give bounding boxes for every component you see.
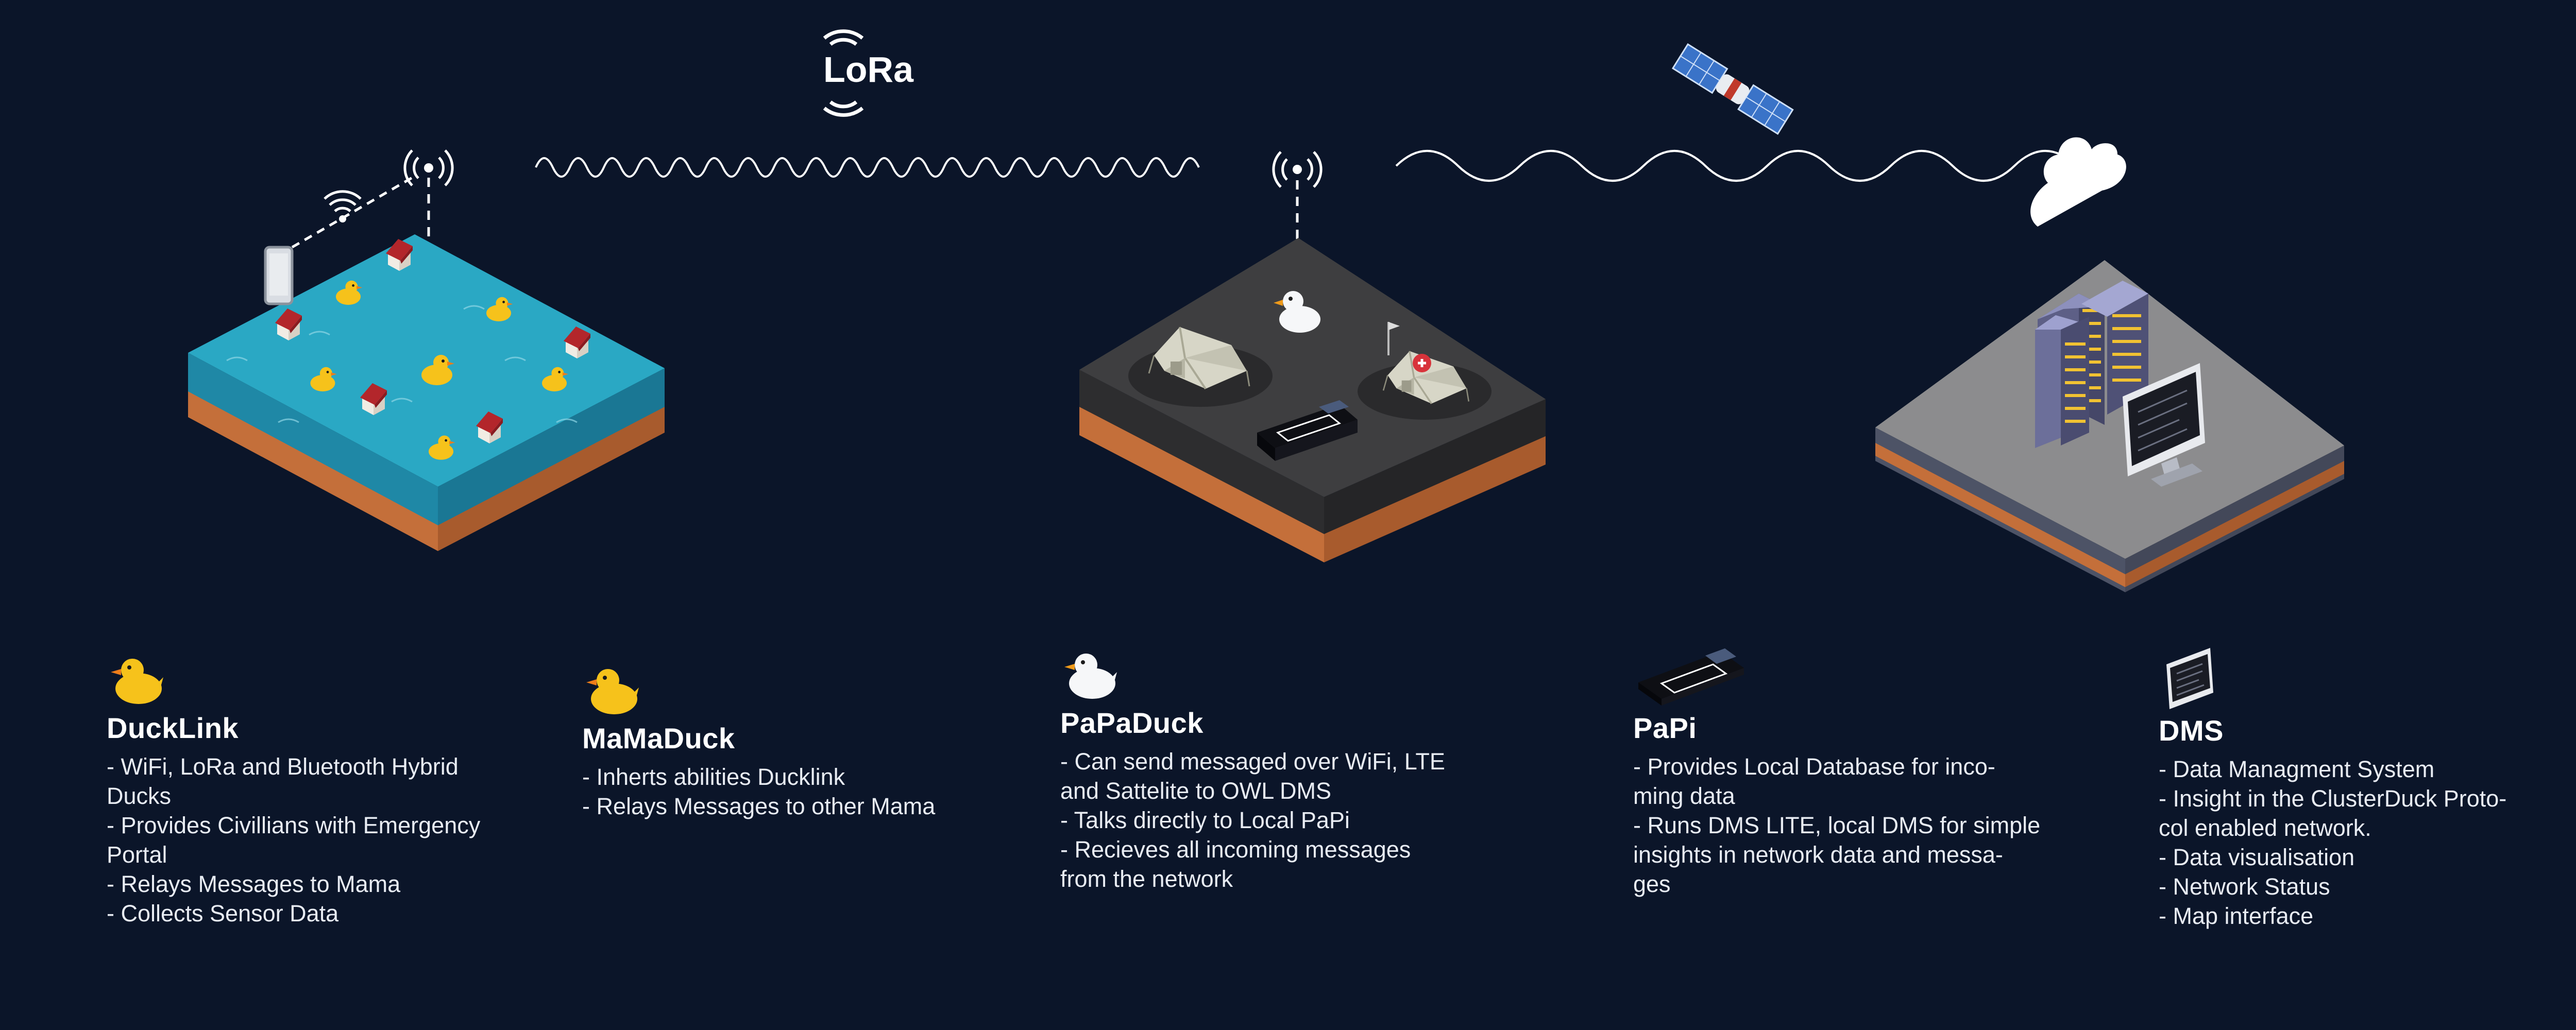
component-title: PaPaDuck (1060, 707, 1204, 739)
bullet: from the network (1060, 866, 1233, 892)
component-bullets: - Can send messaged over WiFi, LTE and S… (1060, 747, 1503, 894)
lora-wave (535, 157, 1200, 178)
component-bullets: - Data Managment System - Insight in the… (2159, 754, 2571, 931)
server-icon (2035, 315, 2089, 448)
bullet: Ducks (107, 783, 172, 809)
component-title: MaMaDuck (582, 722, 735, 754)
bullet: - Insight in the ClusterDuck Proto- (2159, 785, 2507, 812)
bullet: - Runs DMS LITE, local DMS for simple (1633, 812, 2041, 838)
bullet: - Provides Local Database for inco- (1633, 753, 1995, 780)
dms-label: DMS - Data Managment System - Insight in… (2159, 644, 2571, 931)
component-bullets: - Provides Local Database for inco- ming… (1633, 752, 2076, 899)
ducklink-tile (188, 176, 665, 551)
satellite-wave (1395, 150, 2077, 182)
bullet: ges (1633, 871, 1671, 897)
bullet: - Talks directly to Local PaPi (1060, 807, 1350, 833)
antenna-icon (403, 149, 454, 368)
cloud-icon (2030, 137, 2126, 227)
bullet: - Relays Messages to Mama (107, 871, 401, 897)
server-icon (2081, 281, 2148, 415)
bullet: - WiFi, LoRa and Bluetooth Hybrid (107, 753, 459, 780)
bullet: - Network Status (2159, 873, 2330, 900)
papi-label: PaPi - Provides Local Database for inco-… (1633, 636, 2076, 899)
bullet: insights in network data and messa- (1633, 842, 2003, 868)
bullet: Portal (107, 842, 167, 868)
papaduck-tile (1079, 238, 1546, 562)
ducklink-label: DuckLink - WiFi, LoRa and Bluetooth Hybr… (107, 651, 545, 928)
bullet: - Recieves all incoming messages (1060, 836, 1411, 863)
duck-icon (1274, 291, 1320, 333)
monitor-icon (2166, 648, 2213, 709)
bullet: - Inherts abilities Ducklink (582, 764, 845, 790)
device-icon (1638, 648, 1744, 706)
dms-tile (1875, 260, 2344, 592)
bullet: - Relays Messages to other Mama (582, 793, 936, 819)
bullet: - Collects Sensor Data (107, 900, 339, 926)
component-title: PaPi (1633, 712, 1697, 744)
yellow-duck-icon (111, 659, 163, 704)
white-duck-icon (1064, 654, 1117, 699)
bullet: - Data visualisation (2159, 844, 2355, 870)
component-bullets: - WiFi, LoRa and Bluetooth Hybrid Ducks … (107, 752, 545, 928)
bullet: - Provides Civillians with Emergency (107, 812, 481, 838)
bullet: ming data (1633, 783, 1735, 809)
wifi-icon (324, 190, 362, 222)
device-icon (1257, 400, 1358, 461)
yellow-duck-icon (586, 669, 639, 714)
bullet: - Data Managment System (2159, 756, 2435, 782)
papaduck-label: PaPaDuck - Can send messaged over WiFi, … (1060, 646, 1503, 894)
component-title: DuckLink (107, 712, 239, 744)
lora-logo (823, 29, 864, 117)
bullet: col enabled network. (2159, 815, 2371, 841)
bullet: - Map interface (2159, 903, 2314, 929)
monitor-icon (2123, 363, 2205, 487)
component-bullets: - Inherts abilities Ducklink - Relays Me… (582, 762, 1020, 821)
mamaduck-label: MaMaDuck - Inherts abilities Ducklink - … (582, 662, 1020, 821)
bullet: and Sattelite to OWL DMS (1060, 778, 1332, 804)
lora-logo-text: LoRa (823, 49, 913, 90)
component-title: DMS (2159, 714, 2224, 747)
bullet: - Can send messaged over WiFi, LTE (1060, 748, 1445, 775)
satellite-icon (1671, 43, 1794, 135)
